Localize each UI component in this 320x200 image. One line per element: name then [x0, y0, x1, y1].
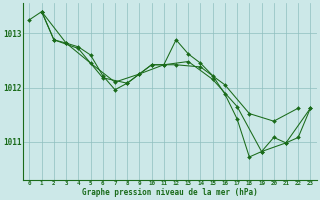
X-axis label: Graphe pression niveau de la mer (hPa): Graphe pression niveau de la mer (hPa) [82, 188, 258, 197]
